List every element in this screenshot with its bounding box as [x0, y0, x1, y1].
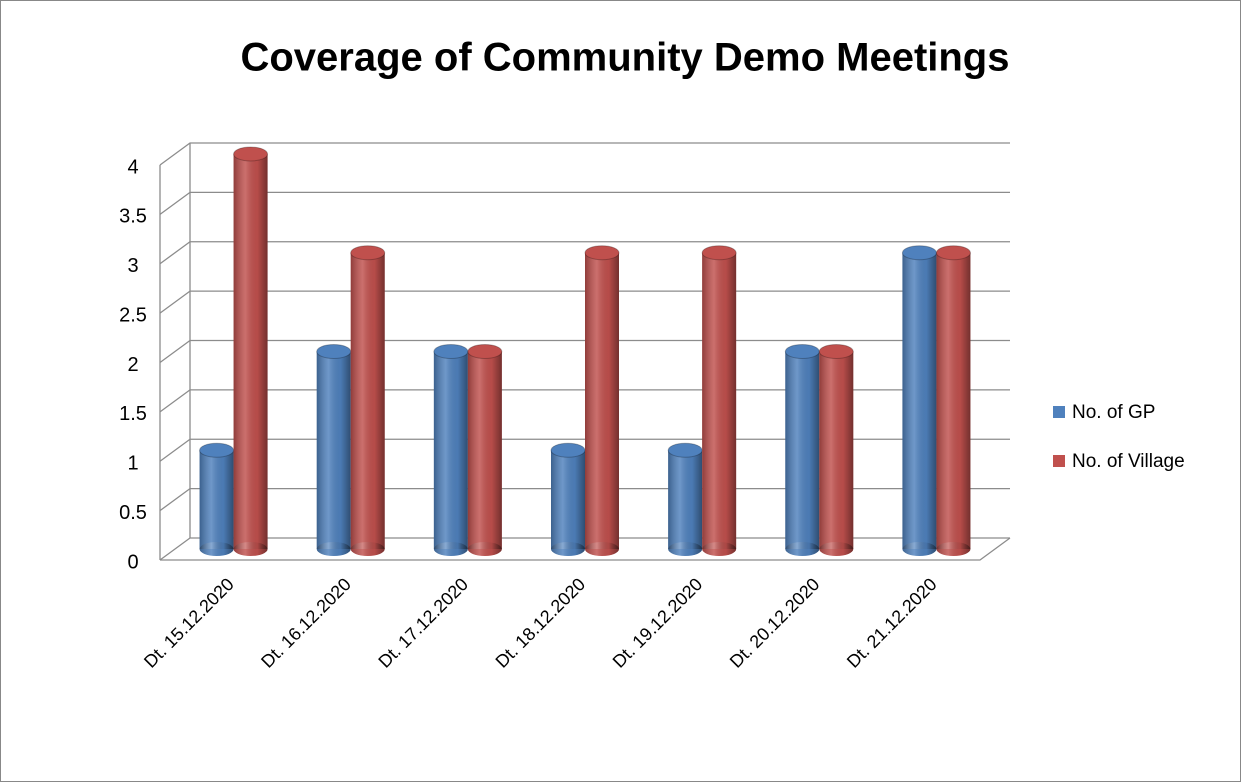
grid-line [159, 537, 1010, 561]
bar [818, 344, 854, 556]
grid-line [159, 241, 1010, 265]
y-tick-label: 3.5 [119, 206, 147, 228]
y-tick-label: 0.5 [119, 502, 147, 524]
bar [701, 245, 737, 556]
bar-shade [819, 351, 854, 549]
chart-title: Coverage of Community Demo Meetings [240, 36, 1009, 80]
grid-line [159, 142, 1010, 166]
bar [199, 442, 235, 556]
y-tick-label: 2.5 [119, 304, 147, 326]
bar-shade [551, 450, 585, 549]
y-tick-label: 1.5 [119, 403, 147, 425]
grid-line [159, 339, 1010, 364]
grid-line [159, 290, 1010, 314]
floor-edge [160, 537, 1011, 561]
bar-top [316, 344, 352, 359]
bar-shade [785, 351, 820, 549]
bar [584, 245, 620, 556]
grid-line [159, 487, 1010, 512]
bar-shade [702, 252, 737, 549]
bar [550, 442, 586, 556]
bar-top [935, 245, 971, 261]
bar-shade [585, 252, 619, 549]
bar-top [784, 344, 820, 359]
bar-shade [467, 351, 502, 549]
legend-swatch [1053, 455, 1065, 467]
bar-top [667, 442, 703, 458]
bar-shade [902, 252, 937, 549]
bar-top [584, 245, 620, 261]
bar-shade [350, 252, 385, 549]
bar-top [467, 344, 503, 359]
y-tick-label: 3 [127, 255, 138, 277]
bar-shade [936, 252, 971, 549]
legend-swatch [1053, 406, 1065, 418]
bar-top [199, 442, 235, 458]
bar-top [233, 146, 269, 162]
bar [233, 146, 269, 556]
bar-shade [199, 450, 234, 549]
bar-top [701, 245, 737, 261]
bar-top [433, 344, 469, 359]
grid-line [159, 191, 1010, 215]
y-tick-label: 4 [127, 156, 138, 178]
y-tick-label: 2 [127, 354, 138, 376]
bar [316, 344, 352, 556]
grid-line [159, 389, 1010, 413]
bar [901, 245, 937, 556]
bar-top [350, 245, 386, 261]
bar [467, 344, 503, 556]
legend-label: No. of Village [1072, 451, 1185, 472]
bar-top [550, 442, 586, 458]
legend-label: No. of GP [1072, 402, 1155, 423]
bar-top [818, 344, 854, 359]
grid-line [159, 438, 1010, 462]
bar [350, 245, 386, 556]
bar-shade [433, 351, 468, 549]
bar [667, 442, 703, 556]
bar [935, 245, 971, 556]
bar-shade [233, 154, 268, 549]
bar [433, 344, 469, 556]
bar [784, 344, 820, 556]
y-tick-label: 1 [127, 453, 138, 475]
bar-shade [668, 450, 703, 549]
y-tick-label: 0 [127, 551, 138, 573]
bar-shade [316, 351, 351, 549]
bar-top [901, 245, 937, 261]
